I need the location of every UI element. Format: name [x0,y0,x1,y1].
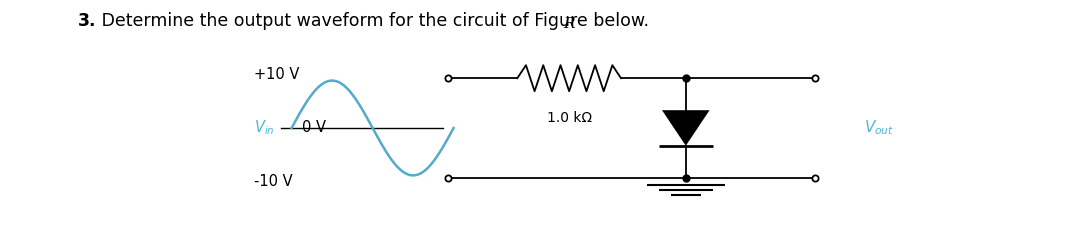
Polygon shape [662,110,710,146]
Text: -10 V: -10 V [254,174,293,189]
Text: +10 V: +10 V [254,67,299,82]
Text: 1.0 kΩ: 1.0 kΩ [546,111,592,125]
Text: $V_{in}$: $V_{in}$ [254,119,274,137]
Text: 3.: 3. [78,12,96,30]
Text: $V_{out}$: $V_{out}$ [864,119,894,137]
Text: R: R [564,17,575,31]
Text: 0 V: 0 V [302,120,326,136]
Text: Determine the output waveform for the circuit of Figure below.: Determine the output waveform for the ci… [96,12,649,30]
